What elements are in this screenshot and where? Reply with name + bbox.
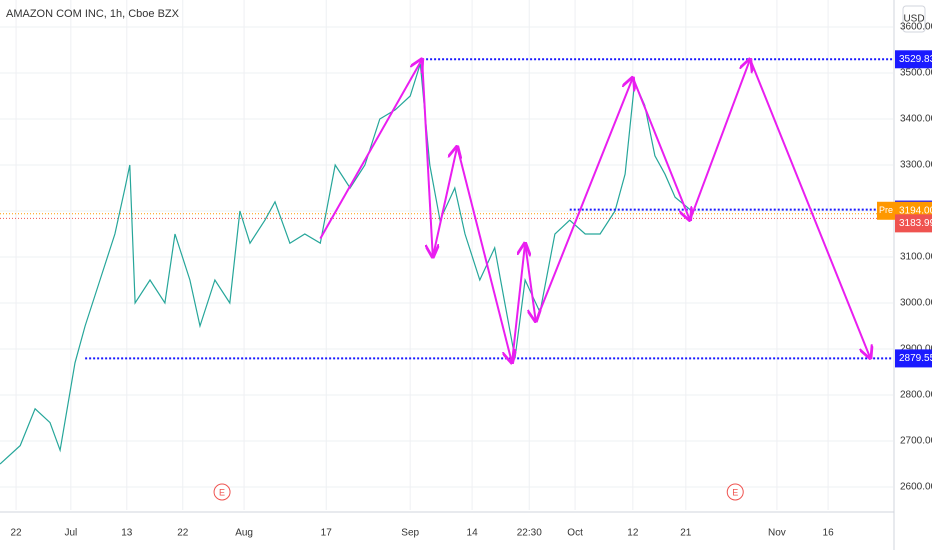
drawing-segment: [631, 77, 690, 221]
price-tag: [895, 214, 932, 233]
x-tick-label: Oct: [567, 528, 583, 539]
y-tick-label: 2900.00: [900, 344, 932, 355]
y-tick-label: 2700.00: [900, 436, 932, 447]
price-tag-prefix: Pre: [879, 205, 893, 215]
earnings-label: E: [219, 487, 225, 497]
drawing-segment: [319, 59, 422, 240]
x-tick-label: 14: [467, 528, 479, 539]
drawing-segment: [749, 58, 870, 358]
earnings-label: E: [732, 487, 738, 497]
x-tick-label: 16: [823, 528, 835, 539]
x-tick-label: 12: [627, 528, 639, 539]
x-tick-label: Nov: [768, 528, 786, 539]
drawing-segment: [534, 78, 633, 322]
x-tick-label: Sep: [401, 528, 419, 539]
price-tag-label: 3183.99: [899, 218, 932, 229]
y-tick-label: 3600.00: [900, 22, 932, 33]
x-tick-label: Aug: [235, 528, 253, 539]
x-tick-label: 22: [11, 528, 23, 539]
currency-label[interactable]: USD: [903, 14, 924, 25]
y-tick-label: 3300.00: [900, 160, 932, 171]
price-tag-prefix-box: [877, 201, 895, 220]
x-tick-label: 13: [121, 528, 133, 539]
drawing-segment: [510, 243, 525, 363]
level-tag: [895, 50, 932, 69]
drawing-segment: [689, 59, 750, 221]
earnings-marker: [726, 483, 744, 501]
drawing-segment: [421, 59, 433, 257]
level-tag: [895, 349, 932, 368]
x-tick-label: 22: [177, 528, 189, 539]
y-tick-label: 3500.00: [900, 68, 932, 79]
currency-button[interactable]: [902, 5, 926, 33]
x-tick-label: 21: [680, 528, 692, 539]
earnings-marker: [213, 483, 231, 501]
y-tick-label: 3000.00: [900, 298, 932, 309]
x-tick-label: Jul: [64, 528, 77, 539]
level-tag-label: 3529.83: [899, 54, 932, 65]
drawing-segment: [524, 243, 536, 321]
y-tick-label: 3400.00: [900, 114, 932, 125]
drawing-segment: [431, 147, 457, 258]
y-tick-label: 3100.00: [900, 252, 932, 263]
drawing-segment: [456, 146, 512, 363]
level-tag-label: 2879.55: [899, 353, 932, 364]
y-tick-label: 2600.00: [900, 482, 932, 493]
y-tick-label: 2800.00: [900, 390, 932, 401]
chart-title: AMAZON COM INC, 1h, Cboe BZX: [6, 8, 180, 20]
price-tag-label: 3194.00: [899, 205, 932, 216]
x-tick-label: 17: [321, 528, 333, 539]
x-tick-label: 22:30: [517, 528, 542, 539]
